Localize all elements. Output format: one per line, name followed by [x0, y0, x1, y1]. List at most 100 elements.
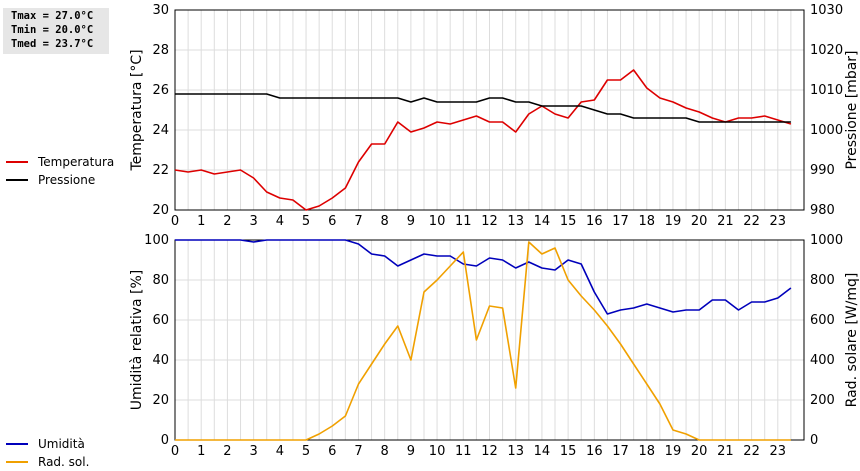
x-tick-label: 20 — [691, 214, 708, 229]
x-tick-label: 1 — [197, 214, 205, 229]
x-tick-label: 3 — [249, 444, 257, 459]
x-tick-label: 21 — [717, 444, 734, 459]
y-tick-label: 24 — [152, 123, 169, 138]
tmed-text: Tmed = 23.7°C — [11, 38, 94, 50]
y-tick-label: 28 — [152, 43, 169, 58]
tmin-text: Tmin = 20.0°C — [11, 24, 94, 36]
y-tick-label: 22 — [152, 163, 169, 178]
x-tick-label: 9 — [407, 214, 415, 229]
x-tick-label: 15 — [560, 214, 577, 229]
legend-swatch-pressione — [6, 179, 28, 181]
x-tick-label: 22 — [743, 444, 760, 459]
x-tick-label: 17 — [612, 444, 629, 459]
x-tick-label: 17 — [612, 214, 629, 229]
legend-swatch-temperatura — [6, 161, 28, 163]
y-axis-title: Umidità relativa [%] — [129, 270, 145, 411]
series-line-pressione — [175, 93, 791, 123]
y2-axis-title: Pressione [mbar] — [844, 50, 860, 169]
x-tick-label: 7 — [354, 444, 362, 459]
x-tick-label: 11 — [455, 444, 472, 459]
x-tick-label: 9 — [407, 444, 415, 459]
x-tick-label: 8 — [381, 214, 389, 229]
y2-tick-label: 1000 — [810, 123, 843, 138]
x-tick-label: 7 — [354, 214, 362, 229]
x-tick-label: 13 — [507, 214, 524, 229]
plot-frame — [174, 239, 805, 441]
legend-item-pressione: Pressione — [6, 171, 114, 189]
series-line-umidit — [175, 239, 792, 315]
legend-swatch-rad-sol — [6, 461, 28, 463]
x-tick-label: 8 — [381, 444, 389, 459]
x-tick-label: 6 — [328, 444, 336, 459]
series-line-rad-sol — [175, 241, 791, 441]
y2-tick-label: 1010 — [810, 83, 843, 98]
series-line-temperatura — [174, 69, 792, 211]
x-tick-label: 14 — [534, 444, 551, 459]
x-tick-label: 13 — [507, 444, 524, 459]
x-tick-label: 19 — [665, 214, 682, 229]
legend-label-temperatura: Temperatura — [38, 155, 115, 169]
x-tick-label: 18 — [638, 214, 655, 229]
x-tick-label: 22 — [743, 214, 760, 229]
y-tick-label: 100 — [144, 233, 169, 248]
x-tick-label: 20 — [691, 444, 708, 459]
y-tick-label: 40 — [152, 353, 169, 368]
x-tick-label: 23 — [770, 444, 787, 459]
y2-tick-label: 600 — [810, 313, 835, 328]
x-tick-label: 12 — [481, 444, 498, 459]
x-tick-label: 10 — [429, 444, 446, 459]
tmax-text: Tmax = 27.0°C — [11, 10, 94, 22]
y2-tick-label: 980 — [810, 203, 835, 218]
x-tick-label: 15 — [560, 444, 577, 459]
x-tick-label: 4 — [276, 214, 284, 229]
legend-item-umidita: Umidità — [6, 435, 89, 453]
y2-tick-label: 1020 — [810, 43, 843, 58]
y-axis-title: Temperatura [°C] — [129, 49, 145, 171]
x-tick-label: 18 — [638, 444, 655, 459]
y-tick-label: 20 — [152, 203, 169, 218]
x-tick-label: 2 — [223, 214, 231, 229]
y2-tick-label: 400 — [810, 353, 835, 368]
x-tick-label: 3 — [249, 214, 257, 229]
legend-swatch-umidita — [6, 443, 28, 445]
y2-tick-label: 1000 — [810, 233, 843, 248]
y-tick-label: 26 — [152, 83, 169, 98]
y-tick-label: 20 — [152, 393, 169, 408]
x-tick-label: 19 — [665, 444, 682, 459]
x-tick-label: 16 — [586, 214, 603, 229]
legend-top: Temperatura Pressione — [6, 153, 114, 189]
legend-label-pressione: Pressione — [38, 173, 96, 187]
y2-tick-label: 1030 — [810, 3, 843, 18]
y-tick-label: 80 — [152, 273, 169, 288]
x-tick-label: 2 — [223, 444, 231, 459]
y2-tick-label: 800 — [810, 273, 835, 288]
x-tick-label: 0 — [171, 214, 179, 229]
y2-tick-label: 0 — [810, 433, 818, 448]
x-tick-label: 12 — [481, 214, 498, 229]
y-tick-label: 60 — [152, 313, 169, 328]
x-tick-label: 5 — [302, 444, 310, 459]
legend-label-umidita: Umidità — [38, 437, 85, 451]
legend-item-temperatura: Temperatura — [6, 153, 114, 171]
x-tick-label: 5 — [302, 214, 310, 229]
x-tick-label: 6 — [328, 214, 336, 229]
y2-axis-title: Rad. solare [W/mq] — [844, 273, 860, 408]
x-tick-label: 11 — [455, 214, 472, 229]
x-tick-label: 16 — [586, 444, 603, 459]
x-tick-label: 1 — [197, 444, 205, 459]
y-tick-label: 30 — [152, 3, 169, 18]
y2-tick-label: 200 — [810, 393, 835, 408]
stats-box: Tmax = 27.0°C Tmin = 20.0°C Tmed = 23.7°… — [3, 8, 109, 54]
x-tick-label: 23 — [770, 214, 787, 229]
x-tick-label: 0 — [171, 444, 179, 459]
x-tick-label: 4 — [276, 444, 284, 459]
y2-tick-label: 990 — [810, 163, 835, 178]
x-tick-label: 14 — [534, 214, 551, 229]
y-tick-label: 0 — [161, 433, 169, 448]
x-tick-label: 10 — [429, 214, 446, 229]
x-tick-label: 21 — [717, 214, 734, 229]
plot-frame — [174, 9, 805, 211]
